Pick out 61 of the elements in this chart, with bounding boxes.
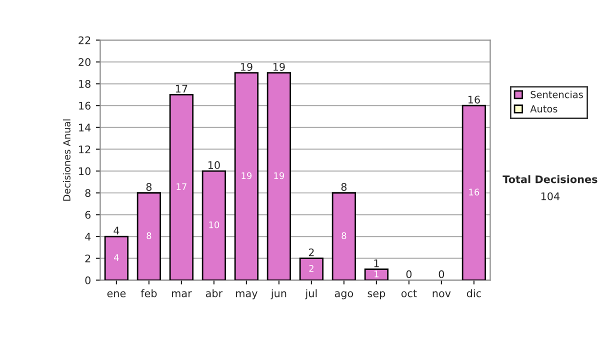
total-label: 2 [308,248,314,256]
bar [202,170,226,280]
y-tick-label: 22 [78,36,90,44]
x-tick-label: mar [172,291,192,298]
x-tick-label: abr [206,289,223,298]
total-label: 1 [374,259,379,268]
total-label: 8 [341,182,347,191]
text: 104 [541,192,560,200]
data-label: 16 [469,188,480,196]
y-tick-label: 14 [79,124,91,132]
x-tick-label: may [236,291,258,300]
legend-label: Autos [530,105,558,112]
total-label: 10 [208,161,220,170]
data-label: 8 [146,232,152,240]
x-tick-label: ago [334,291,354,300]
x-tick-label: ene [107,291,126,298]
total-label: 19 [273,62,285,71]
x-tick-label: jun [270,289,286,300]
total-label: 0 [406,270,412,278]
total-label: 8 [146,182,152,191]
data-label: 19 [242,172,252,180]
x-tick-label: jul [305,289,317,300]
bar [462,104,486,280]
y-tick-label: 12 [79,145,90,154]
data-label: 8 [342,232,346,240]
bar [234,72,259,280]
data-label: 17 [176,183,186,190]
y-tick-label: 2 [85,254,90,262]
y-tick-label: 0 [85,276,90,284]
y-tick-label: 6 [85,210,91,219]
total-label: 19 [240,62,252,71]
y-tick-label: 16 [79,102,91,110]
y-axis-title: Decisiones Anual [62,119,70,201]
bar [136,192,162,280]
x-tick-label: sep [368,291,386,300]
y-tick-label: 20 [78,58,90,66]
x-tick-label: oct [401,290,417,298]
bar [299,258,324,280]
y-tick-label: 4 [85,232,91,240]
x-tick-label: dic [466,289,481,298]
total-label: 4 [114,226,120,234]
text: Total Decisiones [502,175,598,184]
data-label: 10 [209,221,220,228]
bar [332,192,356,280]
bar [266,72,292,280]
x-tick-label: nov [432,291,451,298]
y-tick-label: 10 [79,167,90,176]
legend-label: Sentencias [530,90,583,98]
total-label: 17 [176,84,188,93]
y-tick-label: 8 [85,189,90,197]
total-label: 0 [438,270,444,278]
x-tick-label: feb [140,289,157,298]
data-label: 2 [309,265,314,272]
bar [364,268,389,280]
data-label: 4 [114,254,119,261]
data-label: 1 [374,270,378,278]
bar [104,236,129,280]
bar [169,94,194,280]
data-label: 19 [274,172,284,180]
total-label: 16 [468,96,480,104]
y-tick-label: 18 [79,80,90,88]
